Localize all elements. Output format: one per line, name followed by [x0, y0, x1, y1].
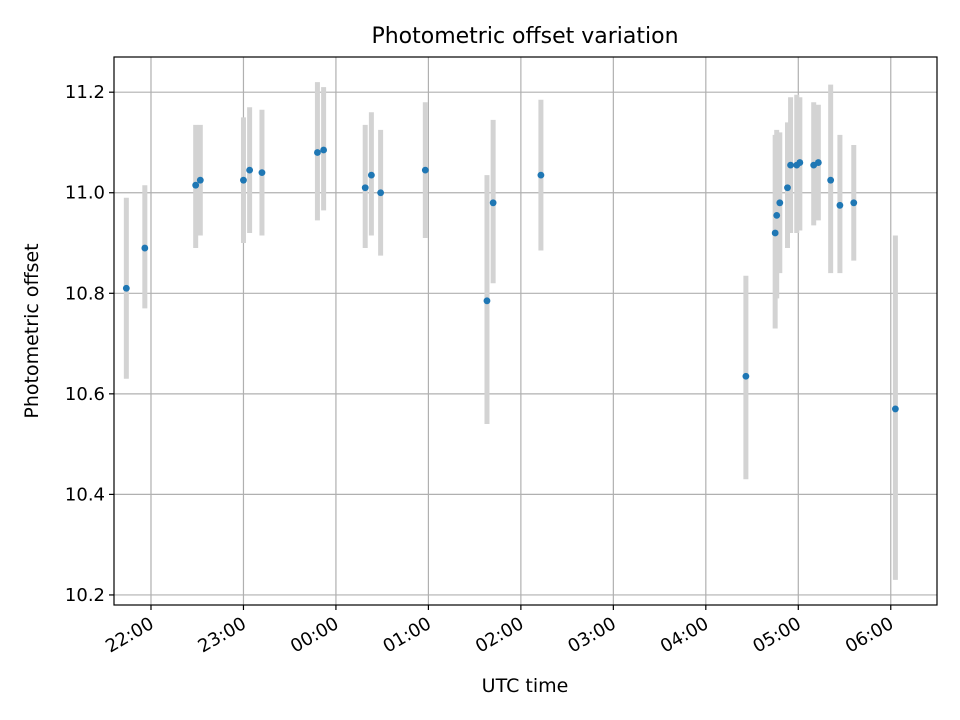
data-point [246, 166, 254, 174]
error-bars [123, 82, 898, 580]
y-tick-label: 10.4 [65, 484, 105, 505]
x-tick-label: 23:00 [195, 613, 250, 657]
data-point [240, 176, 247, 184]
x-tick-label: 04:00 [657, 613, 712, 657]
plot-frame [113, 56, 938, 606]
data-point [827, 176, 835, 184]
x-axis-label: UTC time [482, 675, 569, 697]
data-point [361, 184, 369, 192]
x-tick-label: 05:00 [749, 613, 804, 657]
x-tick-label: 01:00 [379, 613, 434, 657]
data-point [314, 149, 321, 156]
data-point [489, 199, 497, 207]
data-point [258, 169, 266, 177]
x-tick-label: 22:00 [102, 613, 157, 657]
x-tick-label: 00:00 [287, 613, 342, 657]
data-point [891, 405, 899, 413]
data-point [483, 297, 491, 305]
data-point [850, 199, 858, 207]
y-tick-label: 10.2 [65, 585, 105, 606]
data-point [776, 199, 784, 207]
x-axis-ticks: 22:00 23:00 00:00 01:00 02:00 03:00 04:00 05:00… [102, 605, 897, 657]
data-point [787, 161, 794, 169]
data-point [814, 159, 822, 166]
data-point [320, 146, 328, 154]
data-point [537, 171, 545, 179]
data-point [784, 184, 791, 192]
data-point [771, 229, 779, 237]
data-point [773, 211, 781, 219]
x-tick-label: 02:00 [472, 613, 527, 657]
data-point [742, 372, 750, 380]
y-tick-label: 11.0 [65, 183, 105, 204]
y-tick-label: 11.2 [65, 82, 105, 103]
data-point [796, 159, 804, 166]
data-point [377, 189, 385, 197]
y-axis-ticks: 10.2 10.4 10.6 10.8 11.0 11.2 [65, 82, 114, 606]
x-tick-label: 06:00 [842, 613, 897, 657]
y-axis-label: Photometric offset [21, 243, 43, 418]
chart-title: Photometric offset variation [371, 24, 678, 49]
data-point [192, 181, 200, 189]
data-point [196, 176, 204, 184]
data-point [836, 201, 844, 209]
data-point [141, 244, 149, 252]
data-point [421, 166, 429, 174]
data-point [367, 171, 375, 179]
y-tick-label: 10.6 [65, 384, 105, 405]
x-tick-label: 03:00 [564, 613, 619, 657]
data-points [122, 146, 899, 413]
data-point [122, 284, 130, 292]
y-tick-label: 10.8 [65, 283, 105, 304]
